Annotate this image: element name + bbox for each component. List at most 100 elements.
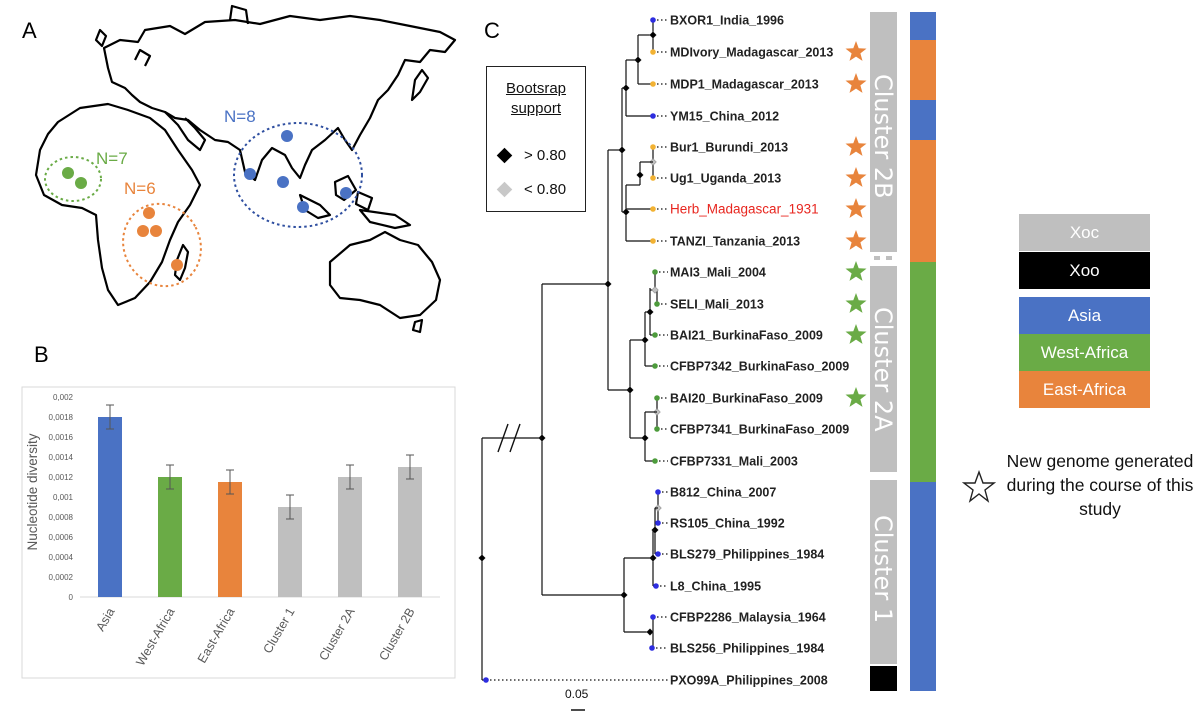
- cluster-label-2a: Cluster 2A: [869, 307, 897, 432]
- tip-dot: [652, 458, 658, 464]
- legend-west-africa: West-Africa: [1019, 334, 1150, 371]
- diamond-grey-icon: [496, 181, 513, 198]
- legend-xoo: Xoo: [1019, 252, 1150, 289]
- east-africa-sample-dot: [137, 225, 149, 237]
- tip-dot: [649, 645, 655, 651]
- map-group-label-west-africa: N=7: [96, 149, 128, 168]
- tip-dot: [654, 426, 660, 432]
- taxon-label: MDP1_Madagascar_2013: [670, 78, 819, 92]
- bar-asia: [98, 417, 122, 597]
- map-group-label-east-africa: N=6: [124, 179, 156, 198]
- panel-label-b: B: [34, 342, 49, 367]
- taxon-label: CFBP7331_Mali_2003: [670, 455, 798, 469]
- bootstrap-legend-high-row: > 0.80: [496, 147, 566, 164]
- cluster-bar-1: [870, 480, 897, 664]
- taxon-label: MDIvory_Madagascar_2013: [670, 46, 833, 60]
- east-africa-sample-dot: [171, 259, 183, 271]
- bar-cluster-1: [278, 507, 302, 597]
- asia-sample-dot: [244, 168, 256, 180]
- y-tick-label: 0,0004: [49, 553, 74, 562]
- new-genome-star-icon: [845, 293, 867, 313]
- y-tick-label: 0,0018: [49, 413, 74, 422]
- tip-dot: [655, 489, 661, 495]
- cluster-bar-2b: [870, 12, 897, 252]
- legend-east-africa: East-Africa: [1019, 371, 1150, 408]
- cluster-bar-gap-dot: [886, 256, 892, 260]
- tip-dot: [652, 363, 658, 369]
- bootstrap-legend-title-line1: Bootsrap: [505, 80, 567, 97]
- west-africa-sample-dot: [75, 177, 87, 189]
- y-tick-label: 0,001: [53, 493, 74, 502]
- asia-sample-dot: [297, 201, 309, 213]
- tip-dot: [655, 551, 661, 557]
- new-genome-star-icon: [845, 387, 867, 407]
- y-tick-label: 0: [69, 593, 74, 602]
- y-axis-label: Nucleotide diversity: [25, 433, 40, 550]
- east-africa-group-ellipse: [122, 202, 202, 288]
- tip-dot: [650, 49, 656, 55]
- cluster-bar-xoo: [870, 666, 897, 691]
- taxon-label: PXO99A_Philippines_2008: [670, 674, 828, 688]
- tip-dot: [650, 17, 656, 23]
- new-genome-star-icon: [845, 73, 867, 93]
- region-bar-east-africa: [910, 140, 936, 262]
- asia-sample-dot: [277, 176, 289, 188]
- cluster-bar-2a: [870, 266, 897, 472]
- new-genome-star-icon: [845, 261, 867, 281]
- outline-star-icon: [962, 470, 996, 503]
- region-bar-west-africa: [910, 262, 936, 482]
- taxon-label: SELI_Mali_2013: [670, 298, 764, 312]
- tip-dot: [650, 206, 656, 212]
- panel-label-a: A: [22, 18, 37, 43]
- bar-east-africa: [218, 482, 242, 597]
- bootstrap-legend-low-row: < 0.80: [496, 181, 567, 198]
- bar-cluster-2a: [338, 477, 362, 597]
- bootstrap-legend: Bootsrap support > 0.80 < 0.80: [486, 66, 586, 212]
- west-africa-sample-dot: [62, 167, 74, 179]
- new-genome-star-icon: [845, 41, 867, 61]
- asia-sample-dot: [281, 130, 293, 142]
- tip-dot: [652, 269, 658, 275]
- east-africa-sample-dot: [150, 225, 162, 237]
- new-genome-star-icon: [845, 324, 867, 344]
- bootstrap-high-node: [636, 171, 644, 179]
- taxon-label: RS105_China_1992: [670, 517, 785, 531]
- tip-dot: [483, 677, 489, 683]
- taxon-label: Bur1_Burundi_2013: [670, 141, 788, 155]
- taxon-label: CFBP2286_Malaysia_1964: [670, 611, 826, 625]
- region-bar-asia: [910, 482, 936, 691]
- tip-dot: [650, 238, 656, 244]
- bootstrap-high-node: [649, 31, 657, 39]
- bootstrap-low-label: < 0.80: [524, 181, 567, 198]
- asia-sample-dot: [340, 187, 352, 199]
- taxon-label: TANZI_Tanzania_2013: [670, 235, 800, 249]
- bootstrap-legend-title: Bootsrap support: [487, 79, 585, 119]
- taxon-label: B812_China_2007: [670, 486, 776, 500]
- new-genome-star-icon: [845, 136, 867, 156]
- world-map: N=7 N=6 N=8: [34, 4, 457, 334]
- bar-west-africa: [158, 477, 182, 597]
- tip-dot: [650, 144, 656, 150]
- chart-frame: [21, 386, 456, 679]
- y-tick-label: 0,0008: [49, 513, 74, 522]
- bootstrap-high-node: [646, 628, 654, 636]
- bootstrap-low-node: [651, 286, 659, 294]
- bootstrap-legend-title-line2: support: [510, 100, 562, 117]
- axis-break-mark: [509, 423, 521, 453]
- region-bar-asia: [910, 12, 936, 40]
- region-bar-east-africa: [910, 40, 936, 100]
- tip-dot: [650, 614, 656, 620]
- tip-dot: [655, 520, 661, 526]
- legend-asia: Asia: [1019, 297, 1150, 334]
- east-africa-sample-dot: [143, 207, 155, 219]
- y-tick-label: 0,0016: [49, 433, 74, 442]
- axis-break-mark: [497, 423, 509, 453]
- cluster-label-1: Cluster 1: [869, 515, 897, 623]
- taxon-label: CFBP7341_BurkinaFaso_2009: [670, 423, 849, 437]
- legend-xoc: Xoc: [1019, 214, 1150, 251]
- y-tick-label: 0,0002: [49, 573, 74, 582]
- tip-dot: [650, 81, 656, 87]
- new-genome-note: New genome generated during the course o…: [1006, 451, 1194, 519]
- tip-dot: [654, 395, 660, 401]
- taxon-label: CFBP7342_BurkinaFaso_2009: [670, 360, 849, 374]
